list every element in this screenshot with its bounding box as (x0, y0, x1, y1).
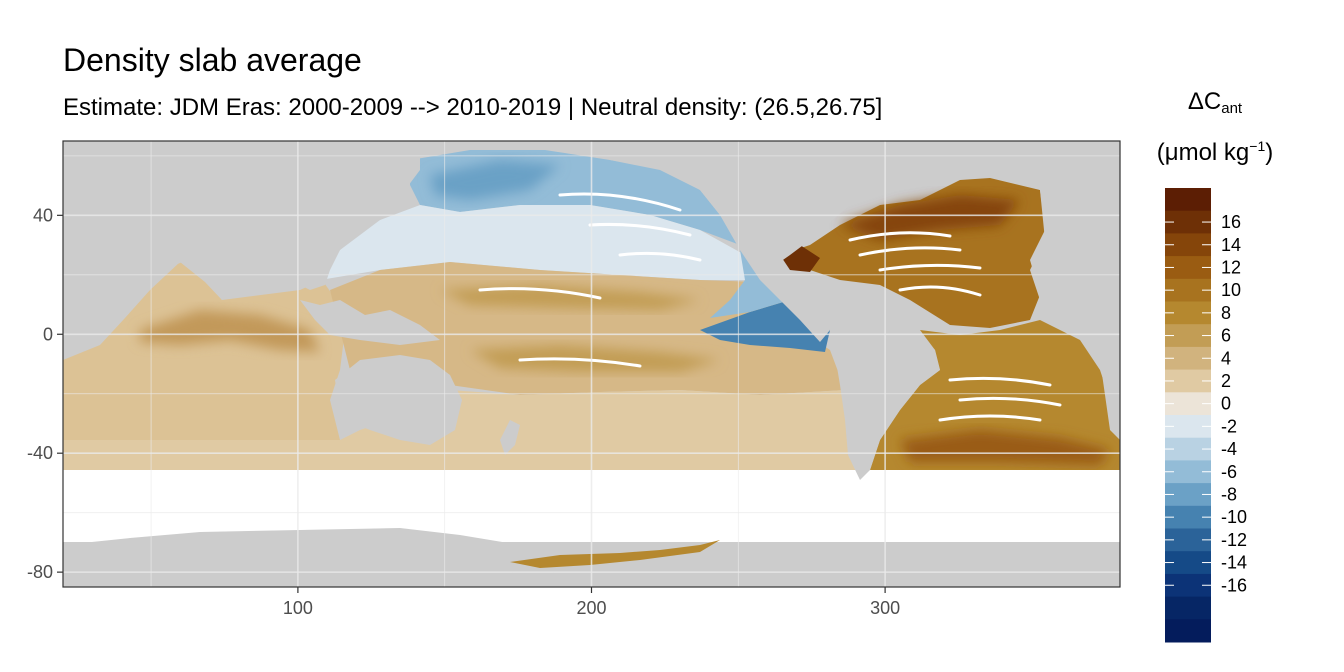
legend-color-bin (1165, 483, 1211, 507)
ocean-ross-sea (510, 540, 720, 568)
legend-label: 16 (1221, 212, 1241, 232)
land-australia (335, 355, 462, 445)
legend-label: -10 (1221, 507, 1247, 527)
y-tick-label: 0 (43, 324, 53, 344)
legend-color-bin (1165, 415, 1211, 439)
legend-label: -4 (1221, 439, 1237, 459)
ocean-tropical-pacific-core (440, 285, 700, 310)
streak-1 (558, 192, 682, 212)
legend-color-bin (1165, 505, 1211, 529)
legend-color-bin (1165, 573, 1211, 598)
y-tick-label: -40 (27, 443, 53, 463)
land-africa-south-east (1100, 350, 1120, 440)
ocean-north-pacific-subtropics (320, 205, 760, 280)
streak-5 (518, 357, 642, 368)
land-europe-africa-east (1030, 190, 1120, 335)
streak-8 (878, 263, 982, 272)
legend-label: 6 (1221, 326, 1231, 346)
legend-color-bin (1165, 528, 1211, 552)
streak-4 (478, 287, 602, 300)
y-tick-label: 40 (33, 205, 53, 225)
legend-color-bin (1165, 301, 1211, 325)
legend-label: 8 (1221, 303, 1231, 323)
legend-unit-main: (μmol kg (1156, 139, 1250, 166)
legend-color-bin (1165, 437, 1211, 461)
streak-7 (858, 246, 962, 257)
x-tick-label: 300 (870, 598, 900, 618)
ocean-indian (63, 262, 345, 440)
land-new-zealand (500, 420, 520, 455)
legend-color-bin (1165, 233, 1211, 257)
legend-label: 2 (1221, 371, 1231, 391)
legend-unit-close: ) (1265, 139, 1274, 166)
legend-color-bin (1165, 369, 1211, 393)
legend-color-bin (1165, 278, 1211, 302)
ocean-indian-core (140, 310, 320, 352)
legend-label: 12 (1221, 257, 1241, 277)
legend-label: 4 (1221, 348, 1231, 368)
ocean-south-atlantic-core (900, 430, 1110, 465)
legend-color-bin (1165, 392, 1211, 416)
legend-color-bin (1165, 460, 1211, 484)
legend-color-bin (1165, 188, 1211, 212)
x-tick-label: 200 (576, 598, 606, 618)
land-africa (63, 141, 260, 320)
legend-color-bin (1165, 619, 1211, 643)
ocean-south-pacific (63, 390, 865, 470)
legend-label: -8 (1221, 484, 1237, 504)
legend-color-bin (1165, 551, 1211, 575)
y-tick-label: -80 (27, 562, 53, 582)
legend-label: -14 (1221, 553, 1247, 573)
streak-11 (958, 396, 1062, 407)
legend-title: ΔCant (1150, 88, 1280, 117)
legend-label: -12 (1221, 530, 1247, 550)
legend-label: 0 (1221, 394, 1231, 414)
chart-subtitle: Estimate: JDM Eras: 2000-2009 --> 2010-2… (63, 94, 883, 121)
legend-title-main: ΔC (1187, 88, 1222, 115)
streak-2 (588, 222, 692, 237)
legend-color-bin (1165, 324, 1211, 348)
legend-color-bin (1165, 346, 1211, 371)
legend-color-bin (1165, 596, 1211, 620)
legend-label: -6 (1221, 462, 1237, 482)
streak-12 (938, 414, 1042, 422)
ocean-south-pacific-core (470, 345, 720, 372)
gridlines (63, 141, 1120, 587)
streak-3 (618, 251, 702, 262)
legend-label: 10 (1221, 280, 1241, 300)
legend-color-bin (1165, 256, 1211, 280)
legend-unit-superscript: −1 (1249, 138, 1266, 154)
legend-title-subscript: ant (1221, 100, 1243, 117)
x-axis: 100 200 300 (283, 587, 900, 618)
land-north-america (560, 141, 1000, 342)
legend-label: 14 (1221, 235, 1241, 255)
map-panel (63, 141, 1120, 587)
ocean-eastern-tropical-pacific-edge (710, 250, 790, 318)
nodata-streaks (478, 192, 1062, 422)
streak-9 (898, 285, 982, 297)
ocean-north-pacific-deep (430, 160, 560, 200)
y-axis: 40 0 -40 -80 (27, 205, 63, 582)
ocean-south-atlantic (870, 320, 1120, 470)
chart-title: Density slab average (63, 42, 362, 78)
legend-label: -2 (1221, 416, 1237, 436)
legend-color-bin (1165, 210, 1211, 234)
legend-unit: (μmol kg−1) (1150, 138, 1280, 167)
legend-label: -16 (1221, 575, 1247, 595)
streak-6 (848, 231, 952, 242)
x-tick-label: 100 (283, 598, 313, 618)
streak-10 (948, 376, 1052, 387)
